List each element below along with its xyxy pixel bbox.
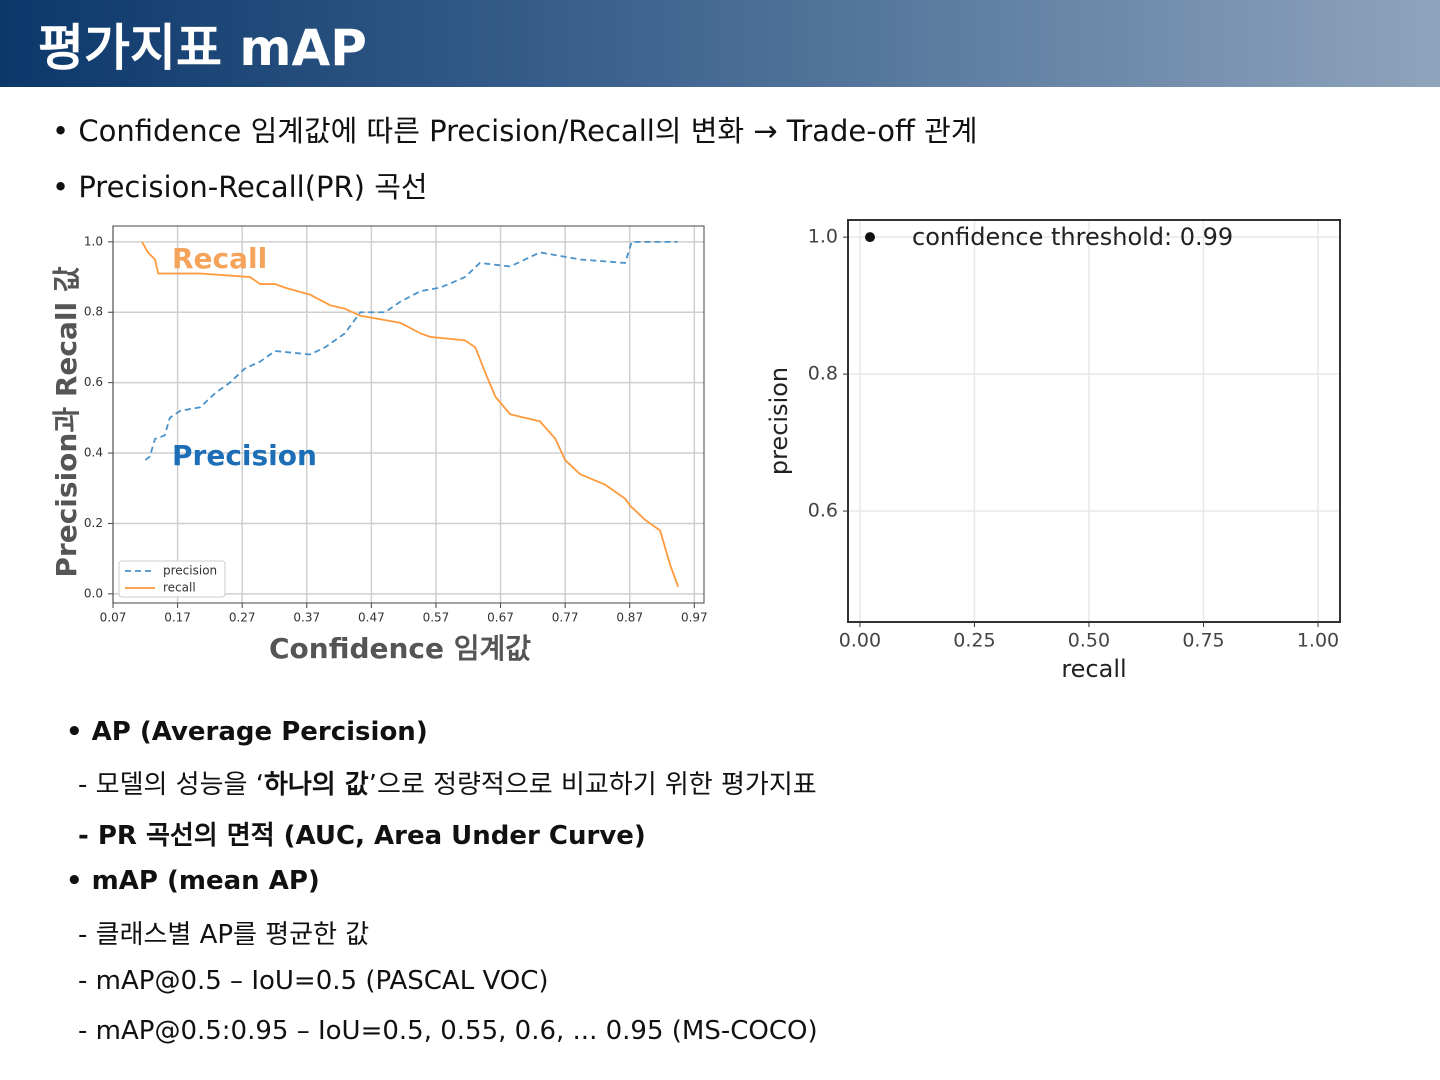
x-tick-label: 0.07	[100, 611, 127, 625]
point	[864, 232, 875, 243]
bullet: • AP (Average Percision)	[66, 717, 428, 747]
x-axis-label: recall	[1061, 655, 1126, 683]
y-tick-label: 0.8	[808, 363, 838, 385]
x-tick-label: 0.25	[953, 630, 995, 652]
y-tick-label: 0.6	[84, 375, 103, 389]
x-tick-label: 0.37	[293, 611, 320, 625]
text-line: - 클래스별 AP를 평균한 값	[78, 920, 370, 950]
x-tick-label: 0.97	[681, 611, 708, 625]
bullet: • Confidence 임계값에 따른 Precision/Recall의 변…	[52, 114, 978, 148]
x-tick-label: 0.27	[229, 611, 256, 625]
series-line	[141, 241, 680, 588]
annotation: Recall	[172, 242, 267, 275]
y-tick-label: 0.0	[84, 586, 103, 600]
text-line: - PR 곡선의 면적 (AUC, Area Under Curve)	[78, 821, 646, 851]
x-tick-label: 0.67	[487, 611, 514, 625]
plot-frame	[847, 219, 1341, 623]
x-tick-label: 1.00	[1297, 630, 1339, 652]
plot-area	[113, 226, 704, 603]
bullet-text: mAP (mean AP)	[91, 866, 320, 896]
text-line: - mAP@0.5 – IoU=0.5 (PASCAL VOC)	[78, 966, 549, 996]
x-tick-label: 0.50	[1068, 630, 1110, 652]
plot-area	[848, 220, 1340, 622]
x-tick-label: 0.00	[839, 630, 881, 652]
header: 평가지표 mAP	[0, 0, 1440, 87]
y-tick-label: 0.4	[84, 446, 103, 460]
bullet-text: Precision-Recall(PR) 곡선	[78, 170, 428, 204]
plot-frame	[112, 225, 705, 604]
y-axis-label: Precision과 Recall 값	[50, 266, 83, 577]
text: - 모델의 성능을 ‘	[78, 770, 264, 800]
bullet: • Precision-Recall(PR) 곡선	[52, 170, 428, 204]
legend-label: precision	[163, 564, 217, 578]
x-tick-label: 0.47	[358, 611, 385, 625]
x-tick-label: 0.87	[616, 611, 643, 625]
bullet: • mAP (mean AP)	[66, 866, 320, 896]
text-line: - mAP@0.5:0.95 – IoU=0.5, 0.55, 0.6, ...…	[78, 1016, 818, 1046]
y-tick-label: 0.2	[84, 516, 103, 530]
x-tick-label: 0.17	[164, 611, 191, 625]
x-tick-label: 0.75	[1182, 630, 1224, 652]
y-tick-label: 1.0	[808, 226, 838, 248]
annotation: confidence threshold: 0.99	[912, 223, 1233, 251]
y-tick-label: 0.6	[808, 500, 838, 522]
bullet-text: Confidence 임계값에 따른 Precision/Recall의 변화 …	[78, 114, 978, 148]
y-tick-label: 0.8	[84, 305, 103, 319]
bold-text: 하나의 값	[263, 770, 369, 800]
annotation: Precision	[172, 439, 317, 472]
y-tick-label: 1.0	[84, 234, 103, 248]
text-line: - 모델의 성능을 ‘하나의 값’으로 정량적으로 비교하기 위한 평가지표	[78, 764, 817, 801]
x-tick-label: 0.57	[423, 611, 450, 625]
x-tick-label: 0.77	[552, 611, 579, 625]
x-axis-label: Confidence 임계값	[269, 632, 531, 665]
slide-title: 평가지표 mAP	[38, 19, 367, 77]
bullet-text: AP (Average Percision)	[91, 717, 428, 747]
legend-label: recall	[163, 581, 196, 595]
text: ’으로 정량적으로 비교하기 위한 평가지표	[368, 770, 817, 800]
series-line	[144, 240, 678, 461]
y-axis-label: precision	[765, 367, 793, 475]
